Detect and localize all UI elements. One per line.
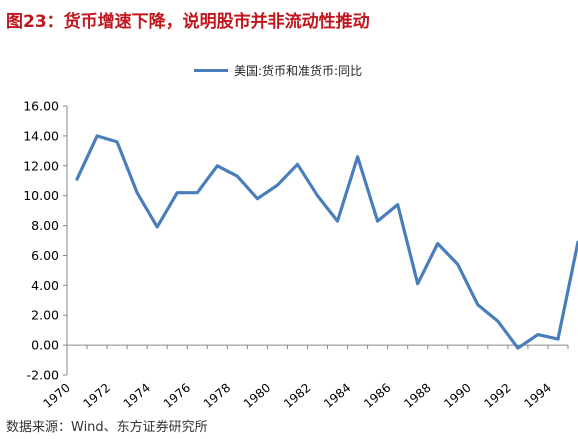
y-tick-label: 10.00 bbox=[23, 188, 59, 203]
y-tick-label: 4.00 bbox=[31, 278, 59, 293]
x-tick-label: 1988 bbox=[401, 381, 433, 411]
legend-swatch bbox=[194, 69, 228, 72]
x-tick-label: 1976 bbox=[161, 381, 193, 411]
x-tick-label: 1978 bbox=[201, 381, 233, 411]
y-tick-label: 0.00 bbox=[31, 338, 59, 353]
y-tick-label: 16.00 bbox=[23, 99, 59, 114]
y-tick-label: 6.00 bbox=[31, 248, 59, 263]
x-tick-label: 1972 bbox=[81, 381, 113, 411]
x-tick-label: 1970 bbox=[41, 381, 73, 411]
y-tick-label: 14.00 bbox=[23, 128, 59, 143]
chart-legend: 美国:货币和准货币:同比 bbox=[194, 62, 362, 79]
x-tick-label: 1984 bbox=[321, 381, 353, 411]
x-tick-label: 1992 bbox=[481, 381, 513, 411]
y-tick-label: 12.00 bbox=[23, 158, 59, 173]
x-tick-label: 1990 bbox=[441, 381, 473, 411]
legend-label: 美国:货币和准货币:同比 bbox=[234, 64, 363, 78]
source-note: 数据来源：Wind、东方证券研究所 bbox=[6, 420, 208, 435]
x-tick-label: 1974 bbox=[121, 381, 153, 411]
y-tick-label: 2.00 bbox=[31, 308, 59, 323]
series-line bbox=[75, 134, 578, 350]
x-tick-label: 1994 bbox=[521, 381, 553, 411]
x-tick-label: 1982 bbox=[281, 381, 313, 411]
figure-title: 图23：货币增速下降，说明股市并非流动性推动 bbox=[6, 12, 370, 32]
x-tick-label: 1986 bbox=[361, 381, 393, 411]
y-tick-label: 8.00 bbox=[31, 218, 59, 233]
y-tick-label: -2.00 bbox=[27, 368, 59, 383]
x-tick-label: 1980 bbox=[241, 381, 273, 411]
